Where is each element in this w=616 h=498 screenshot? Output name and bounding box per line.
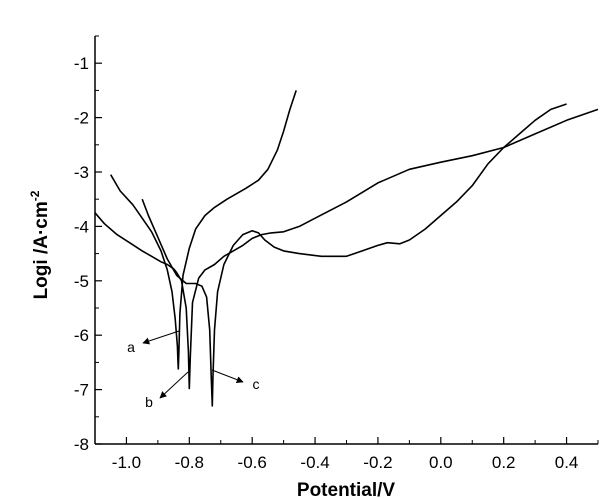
y-tick-label: -8 xyxy=(74,435,89,454)
annotation-label-c: c xyxy=(253,376,260,392)
y-tick-label: -7 xyxy=(74,381,89,400)
annotation-label-a: a xyxy=(127,339,135,355)
series-line-a xyxy=(110,90,297,370)
y-axis-title: Logi /A·cm-2 xyxy=(28,190,52,299)
annotation-arrow-c xyxy=(211,369,244,383)
y-tick-label: -5 xyxy=(74,272,89,291)
y-tick-label: -4 xyxy=(74,217,89,236)
y-axis-title-superscript: -2 xyxy=(28,190,42,201)
series-line-c xyxy=(141,103,567,407)
x-axis-title: Potential/V xyxy=(297,480,396,498)
axes-layer: -8 -7 -6 -5 -4 -3 -2 -1 -1.0 -0.8 -0.6 -0.4 -0.2 0.0 0… xyxy=(74,35,599,472)
x-tick-label: -0.4 xyxy=(300,453,329,472)
annotation-label-b: b xyxy=(145,394,153,410)
x-tick-label: -0.2 xyxy=(363,453,392,472)
y-tick-label: -2 xyxy=(74,109,89,128)
x-tick-label: 0.4 xyxy=(555,453,579,472)
annotation-layer: a b c xyxy=(127,330,260,410)
y-tick-label: -3 xyxy=(74,163,89,182)
y-tick-label: -6 xyxy=(74,326,89,345)
y-tick-label: -1 xyxy=(74,54,89,73)
series-line-b xyxy=(94,108,599,390)
annotation-arrow-a xyxy=(142,330,180,345)
x-tick-label: -0.8 xyxy=(175,453,204,472)
x-tick-label: -0.6 xyxy=(238,453,267,472)
x-tick-label: -1.0 xyxy=(112,453,141,472)
annotation-arrow-b xyxy=(159,371,189,399)
x-tick-label: 0.2 xyxy=(492,453,516,472)
y-axis-title-text: Logi /A·cm xyxy=(31,201,52,299)
x-tick-label: 0.0 xyxy=(429,453,453,472)
series-layer xyxy=(94,90,599,407)
